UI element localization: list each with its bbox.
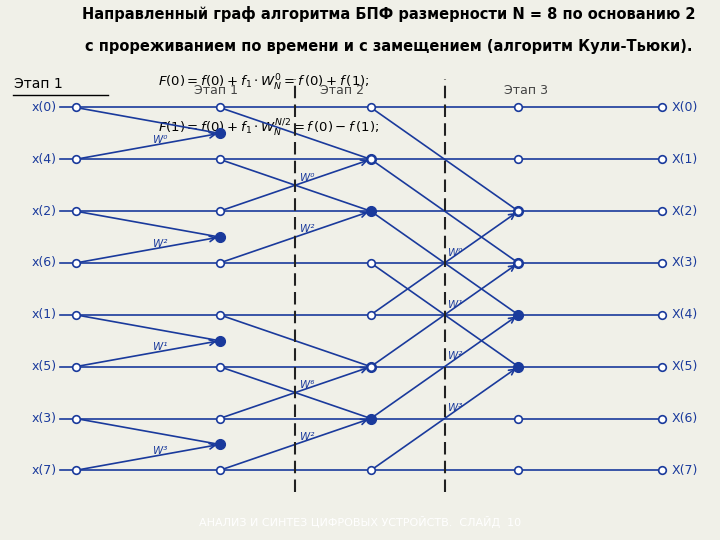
- Text: W³: W³: [153, 446, 168, 456]
- Text: W²: W²: [300, 432, 314, 442]
- Point: [70, 207, 81, 215]
- Text: $F(0) = f(0) + f_1 \cdot W_N^0 = f\,(0) + f\,(1);$: $F(0) = f(0) + f_1 \cdot W_N^0 = f\,(0) …: [158, 73, 370, 93]
- Point: [70, 155, 81, 164]
- Point: [214, 310, 225, 319]
- Point: [513, 414, 524, 423]
- Point: [214, 336, 225, 345]
- Point: [214, 362, 225, 371]
- Text: Этап 2: Этап 2: [320, 84, 364, 97]
- Text: Этап 3: Этап 3: [503, 84, 548, 97]
- Text: Этап 1: Этап 1: [194, 84, 238, 97]
- Point: [214, 103, 225, 112]
- Point: [214, 440, 225, 449]
- Text: Направленный граф алгоритма БПФ размерности N = 8 по основанию 2: Направленный граф алгоритма БПФ размерно…: [82, 6, 696, 22]
- Text: W⁰: W⁰: [300, 173, 314, 183]
- Point: [70, 362, 81, 371]
- Point: [365, 414, 377, 423]
- Point: [657, 362, 668, 371]
- Point: [70, 259, 81, 267]
- Point: [513, 207, 524, 215]
- Text: x(5): x(5): [32, 360, 57, 373]
- Point: [214, 129, 225, 138]
- Text: W¹: W¹: [153, 342, 168, 353]
- Point: [214, 466, 225, 475]
- Text: x(7): x(7): [32, 464, 57, 477]
- Text: X(6): X(6): [672, 412, 698, 425]
- Text: W⁰: W⁰: [448, 248, 462, 258]
- Point: [513, 103, 524, 112]
- Text: X(7): X(7): [672, 464, 698, 477]
- Text: x(1): x(1): [32, 308, 57, 321]
- Text: с прореживанием по времени и с замещением (алгоритм Кули-Тьюки).: с прореживанием по времени и с замещение…: [85, 39, 693, 54]
- Point: [513, 466, 524, 475]
- Text: X(5): X(5): [672, 360, 698, 373]
- Point: [513, 207, 524, 215]
- Text: W⁶: W⁶: [300, 380, 314, 390]
- Point: [513, 259, 524, 267]
- Text: x(0): x(0): [32, 101, 57, 114]
- Point: [214, 414, 225, 423]
- Point: [365, 362, 377, 371]
- Point: [657, 414, 668, 423]
- Point: [70, 414, 81, 423]
- Text: X(1): X(1): [672, 153, 698, 166]
- Point: [657, 259, 668, 267]
- Text: x(6): x(6): [32, 256, 57, 269]
- Point: [70, 103, 81, 112]
- Point: [657, 155, 668, 164]
- Point: [365, 310, 377, 319]
- Text: x(4): x(4): [32, 153, 57, 166]
- Point: [657, 207, 668, 215]
- Text: X(0): X(0): [672, 101, 698, 114]
- Point: [365, 103, 377, 112]
- Text: W⁰: W⁰: [153, 135, 168, 145]
- Point: [365, 207, 377, 215]
- Point: [365, 155, 377, 164]
- Point: [365, 414, 377, 423]
- Point: [365, 466, 377, 475]
- Text: АНАЛИЗ И СИНТЕЗ ЦИФРОВЫХ УСТРОЙСТВ.  СЛАЙД  10: АНАЛИЗ И СИНТЕЗ ЦИФРОВЫХ УСТРОЙСТВ. СЛАЙ…: [199, 516, 521, 529]
- Point: [657, 466, 668, 475]
- Point: [657, 310, 668, 319]
- Point: [513, 155, 524, 164]
- Point: [365, 207, 377, 215]
- Text: x(3): x(3): [32, 412, 57, 425]
- Point: [513, 362, 524, 371]
- Point: [214, 233, 225, 241]
- Point: [513, 310, 524, 319]
- Text: X(4): X(4): [672, 308, 698, 321]
- Text: Этап 1: Этап 1: [14, 77, 63, 91]
- Text: W³: W³: [448, 403, 462, 413]
- Point: [70, 310, 81, 319]
- Text: W²: W²: [153, 239, 168, 249]
- Point: [214, 259, 225, 267]
- Point: [214, 155, 225, 164]
- Text: W¹: W¹: [448, 300, 462, 309]
- Point: [214, 207, 225, 215]
- Text: X(3): X(3): [672, 256, 698, 269]
- Text: X(2): X(2): [672, 205, 698, 218]
- Point: [513, 362, 524, 371]
- Point: [365, 259, 377, 267]
- Point: [657, 103, 668, 112]
- Point: [513, 259, 524, 267]
- Point: [365, 362, 377, 371]
- Point: [70, 466, 81, 475]
- Text: W²: W²: [300, 225, 314, 234]
- Point: [513, 310, 524, 319]
- Point: [365, 155, 377, 164]
- Text: $F(1) = f(0) + f_1 \cdot W_N^{N/2} = f\,(0) - f\,(1);$: $F(1) = f(0) + f_1 \cdot W_N^{N/2} = f\,…: [158, 118, 379, 139]
- Text: x(2): x(2): [32, 205, 57, 218]
- Text: W²: W²: [448, 352, 462, 361]
